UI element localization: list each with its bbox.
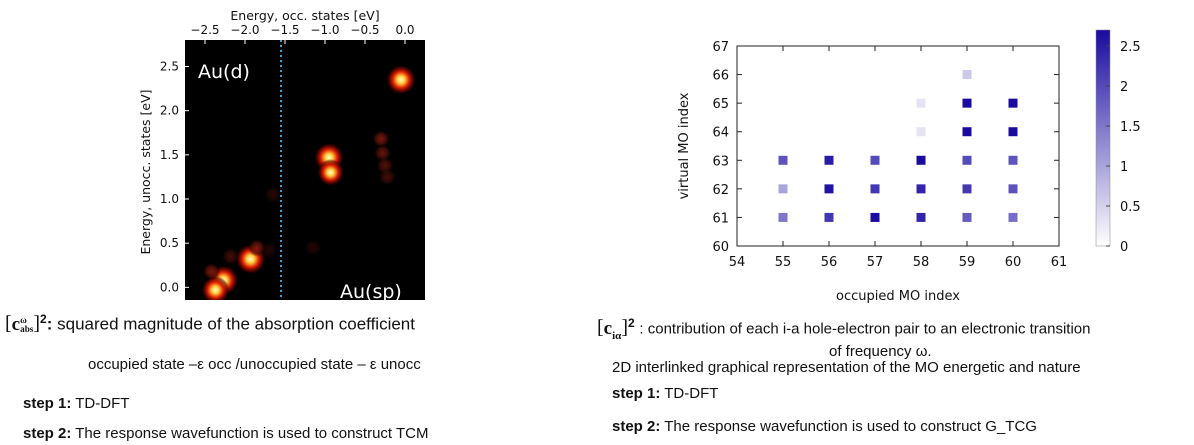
heatmap-cell — [1008, 98, 1018, 108]
x-tick-label: −1.5 — [270, 23, 299, 37]
y-axis-label: virtual MO index — [677, 92, 692, 199]
heatmap-hotspot — [386, 64, 416, 95]
heatmap-hotspot — [378, 167, 397, 186]
right-caption-line2: of frequency ω. — [829, 343, 932, 360]
y-tick-label: 65 — [712, 97, 729, 112]
heatmap-hotspot — [221, 247, 240, 266]
heatmap-hotspot — [260, 241, 278, 260]
colorbar-tick-label: 2 — [1120, 80, 1128, 95]
colorbar-tick-label: 0.5 — [1120, 200, 1141, 215]
x-tick-label: 54 — [729, 255, 746, 270]
colorbar: 0 0.5 1 1.5 2 2.5 — [1095, 29, 1141, 255]
y-tick-label: 61 — [712, 211, 729, 226]
heatmap-cell — [962, 70, 972, 80]
right-step1: step 1: TD-DFT — [612, 385, 719, 402]
bracket-right: ] — [33, 312, 41, 335]
coefficient-symbol: c ω abs — [11, 313, 34, 335]
bracket-right: ] — [621, 316, 628, 339]
right-caption-line1: : contribution of each i-a hole-electron… — [639, 320, 1091, 338]
y-tick-label: 63 — [712, 154, 729, 169]
heatmap-hotspot — [202, 262, 221, 281]
heatmap-cell — [962, 127, 972, 137]
x-tick-label: 57 — [867, 255, 884, 270]
tcg-plot-frame — [736, 45, 1060, 247]
tcm-heatmap-chart: −2.5 −2.0 −1.5 −1.0 −0.5 0.0 0.0 0.5 1.0 1.5 2.0 2… — [138, 8, 425, 300]
tcg-heatmap-chart: 54 55 56 57 58 59 60 61 60 61 62 63 64 65 66 67 occupi… — [677, 29, 1141, 304]
colorbar-tick-label: 1 — [1120, 160, 1128, 175]
left-step2: step 2: The response wavefunction is use… — [23, 425, 429, 442]
heatmap-cell — [1008, 184, 1018, 194]
heatmap-cell — [916, 155, 926, 165]
left-step1: step 1: TD-DFT — [23, 395, 130, 412]
heatmap-cell — [824, 155, 834, 165]
heatmap-cell — [916, 184, 926, 194]
heatmap-cell — [1008, 212, 1018, 222]
heatmap-hotspot — [304, 238, 322, 257]
x-tick-label: −0.5 — [350, 23, 379, 37]
heatmap-hotspot — [317, 159, 344, 186]
x-axis-label: occupied MO index — [836, 289, 960, 304]
heatmap-cell — [916, 212, 926, 222]
x-tick-label: 60 — [1005, 255, 1022, 270]
annotation-au-d: Au(d) — [198, 61, 250, 83]
x-axis-label: Energy, occ. states [eV] — [230, 8, 379, 23]
heatmap-cell — [824, 212, 834, 222]
right-step2: step 2: The response wavefunction is use… — [612, 418, 1037, 435]
heatmap-hotspot — [264, 185, 282, 204]
right-subline: 2D interlinked graphical representation … — [612, 359, 1081, 376]
y-tick-label: 60 — [712, 240, 729, 255]
heatmap-cell — [916, 98, 926, 108]
y-tick-label: 1.0 — [160, 192, 179, 206]
y-axis-label: Energy, unocc. states [eV] — [138, 89, 153, 254]
heatmap-hotspot — [201, 275, 230, 300]
heatmap-cell — [870, 212, 880, 222]
heatmap-cell — [1008, 155, 1018, 165]
heatmap-cell — [778, 212, 788, 222]
y-tick-label: 62 — [712, 183, 729, 198]
heatmap-cell — [824, 184, 834, 194]
y-tick-label: 0.5 — [160, 236, 179, 250]
coefficient-symbol: ciα — [603, 317, 622, 342]
x-tick-label: −2.0 — [230, 23, 259, 37]
heatmap-cell — [1008, 127, 1018, 137]
bracket-left: [ — [5, 312, 12, 335]
x-tick-label: −1.0 — [310, 23, 339, 37]
x-tick-label: 56 — [821, 255, 838, 270]
bracket-left: [ — [597, 316, 604, 339]
heatmap-cell — [962, 184, 972, 194]
y-tick-label: 64 — [712, 126, 729, 141]
x-tick-label: 55 — [775, 255, 792, 270]
left-caption: [c ω abs]2: squared magnitude of the absor… — [5, 312, 415, 335]
heatmap-cell — [962, 155, 972, 165]
heatmap-hotspot — [372, 129, 390, 148]
y-tick-label: 2.5 — [160, 60, 179, 74]
x-tick-label: 0.0 — [395, 23, 414, 37]
y-tick-label: 2.0 — [160, 104, 179, 118]
heatmap-cell — [870, 184, 880, 194]
x-tick-label: 58 — [913, 255, 930, 270]
colorbar-tick-label: 2.5 — [1120, 40, 1141, 55]
y-tick-label: 0.0 — [160, 280, 179, 294]
colorbar-tick-label: 0 — [1120, 240, 1128, 255]
colorbar-tick-label: 1.5 — [1120, 120, 1141, 135]
y-tick-label: 66 — [712, 69, 729, 84]
y-tick-label: 1.5 — [160, 148, 179, 162]
heatmap-cell — [962, 212, 972, 222]
heatmap-cell — [962, 98, 972, 108]
heatmap-cell — [778, 184, 788, 194]
heatmap-cell — [778, 155, 788, 165]
x-tick-label: 59 — [959, 255, 976, 270]
left-caption-text: squared magnitude of the absorption coef… — [57, 314, 415, 334]
right-caption: [ciα]2 : contribution of each i-a hole-e… — [597, 316, 1091, 342]
x-tick-label: −2.5 — [190, 23, 219, 37]
left-subline: occupied state –ε occ /unoccupied state … — [88, 356, 421, 373]
heatmap-cell — [916, 127, 926, 137]
x-tick-label: 61 — [1051, 255, 1068, 270]
y-tick-label: 67 — [712, 40, 729, 55]
annotation-au-sp: Au(sp) — [340, 281, 402, 300]
heatmap-cell — [870, 155, 880, 165]
